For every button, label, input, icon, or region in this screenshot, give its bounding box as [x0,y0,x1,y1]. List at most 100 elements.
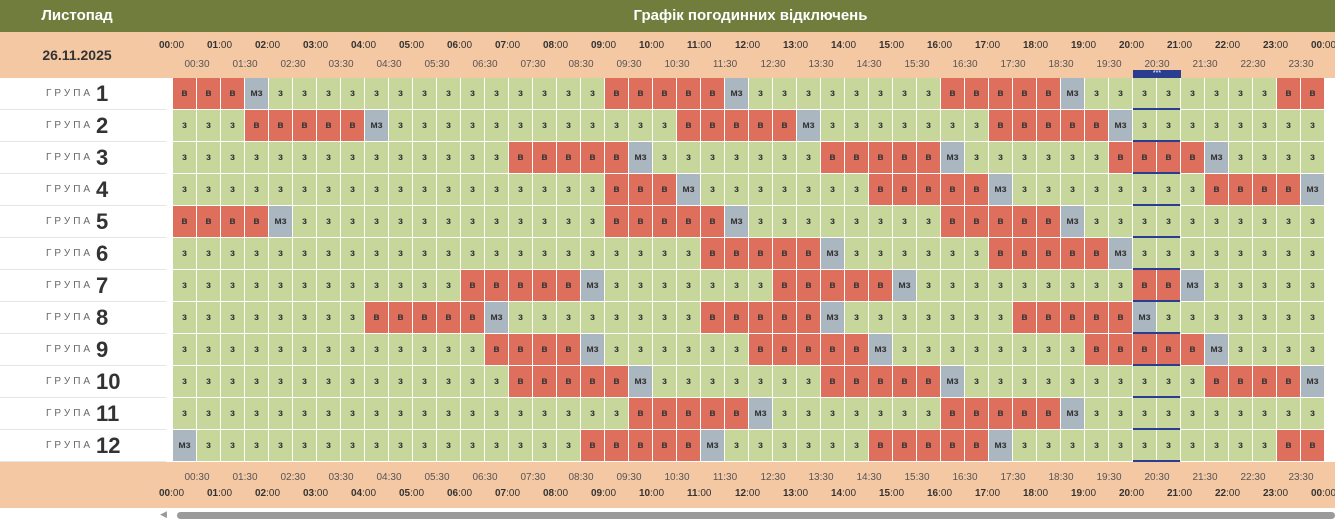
schedule-cell[interactable]: з [797,430,821,462]
schedule-cell[interactable]: в [989,110,1013,142]
schedule-cell[interactable]: мз [749,398,773,430]
schedule-cell[interactable]: з [509,206,533,238]
schedule-cell[interactable]: з [1013,430,1037,462]
schedule-cell[interactable]: з [461,398,485,430]
schedule-cell[interactable]: в [245,110,269,142]
schedule-cell[interactable]: мз [1133,302,1157,334]
schedule-cell[interactable]: в [581,366,605,398]
schedule-cell[interactable]: з [317,238,341,270]
schedule-cell[interactable]: з [269,238,293,270]
schedule-cell[interactable]: з [293,206,317,238]
schedule-cell[interactable]: в [749,238,773,270]
schedule-cell[interactable]: в [533,366,557,398]
schedule-cell[interactable]: в [725,238,749,270]
schedule-cell[interactable]: з [485,78,509,110]
schedule-cell[interactable]: з [821,78,845,110]
schedule-cell[interactable]: з [1109,430,1133,462]
schedule-cell[interactable]: з [509,430,533,462]
schedule-cell[interactable]: в [821,334,845,366]
schedule-cell[interactable]: з [557,430,581,462]
schedule-cell[interactable]: з [1205,110,1229,142]
schedule-cell[interactable]: з [437,110,461,142]
schedule-cell[interactable]: в [1277,78,1301,110]
schedule-cell[interactable]: з [653,270,677,302]
schedule-cell[interactable]: з [605,110,629,142]
schedule-cell[interactable]: з [269,78,293,110]
schedule-cell[interactable]: з [629,302,653,334]
schedule-cell[interactable]: з [173,270,197,302]
schedule-cell[interactable]: мз [725,78,749,110]
schedule-cell[interactable]: з [1181,238,1205,270]
schedule-cell[interactable]: в [1013,238,1037,270]
schedule-cell[interactable]: з [557,174,581,206]
schedule-cell[interactable]: з [1253,238,1277,270]
schedule-cell[interactable]: з [437,398,461,430]
schedule-cell[interactable]: з [245,142,269,174]
schedule-cell[interactable]: в [653,206,677,238]
schedule-cell[interactable]: з [269,430,293,462]
schedule-cell[interactable]: з [437,78,461,110]
schedule-cell[interactable]: в [917,174,941,206]
schedule-cell[interactable]: з [893,334,917,366]
schedule-cell[interactable]: з [845,110,869,142]
schedule-cell[interactable]: в [773,334,797,366]
schedule-cell[interactable]: з [173,334,197,366]
schedule-cell[interactable]: з [797,174,821,206]
schedule-cell[interactable]: з [197,366,221,398]
schedule-cell[interactable]: в [869,366,893,398]
schedule-cell[interactable]: з [173,302,197,334]
schedule-cell[interactable]: з [1229,78,1253,110]
schedule-cell[interactable]: з [461,206,485,238]
schedule-cell[interactable]: з [1253,334,1277,366]
schedule-cell[interactable]: з [485,174,509,206]
schedule-cell[interactable]: з [269,398,293,430]
schedule-cell[interactable]: в [605,366,629,398]
schedule-cell[interactable]: з [509,398,533,430]
schedule-cell[interactable]: в [629,174,653,206]
schedule-cell[interactable]: в [797,302,821,334]
schedule-cell[interactable]: в [1037,238,1061,270]
schedule-cell[interactable]: з [893,398,917,430]
schedule-cell[interactable]: з [701,270,725,302]
schedule-cell[interactable]: в [341,110,365,142]
schedule-cell[interactable]: з [173,110,197,142]
schedule-cell[interactable]: в [533,142,557,174]
schedule-cell[interactable]: мз [1061,398,1085,430]
schedule-cell[interactable]: з [1157,302,1181,334]
schedule-cell[interactable]: в [821,366,845,398]
schedule-cell[interactable]: з [557,110,581,142]
schedule-cell[interactable]: в [845,366,869,398]
schedule-cell[interactable]: з [485,206,509,238]
schedule-cell[interactable]: в [725,110,749,142]
schedule-cell[interactable]: в [869,430,893,462]
schedule-cell[interactable]: з [1301,398,1325,430]
schedule-cell[interactable]: в [677,206,701,238]
schedule-cell[interactable]: з [341,142,365,174]
schedule-cell[interactable]: з [1013,270,1037,302]
schedule-cell[interactable]: з [1157,110,1181,142]
schedule-cell[interactable]: з [965,238,989,270]
schedule-cell[interactable]: з [341,238,365,270]
schedule-cell[interactable]: з [1037,270,1061,302]
schedule-cell[interactable]: з [1061,334,1085,366]
schedule-cell[interactable]: з [677,270,701,302]
schedule-cell[interactable]: з [389,174,413,206]
schedule-cell[interactable]: з [197,142,221,174]
schedule-cell[interactable]: з [1085,430,1109,462]
schedule-cell[interactable]: в [605,206,629,238]
schedule-cell[interactable]: з [1037,366,1061,398]
schedule-cell[interactable]: з [1229,302,1253,334]
schedule-cell[interactable]: з [917,206,941,238]
schedule-cell[interactable]: мз [725,206,749,238]
schedule-cell[interactable]: в [1133,334,1157,366]
schedule-cell[interactable]: з [1157,174,1181,206]
schedule-cell[interactable]: в [173,206,197,238]
schedule-cell[interactable]: в [461,270,485,302]
schedule-cell[interactable]: в [773,110,797,142]
schedule-cell[interactable]: з [653,110,677,142]
schedule-cell[interactable]: в [1277,430,1301,462]
schedule-cell[interactable]: з [1253,206,1277,238]
schedule-cell[interactable]: з [821,206,845,238]
schedule-cell[interactable]: з [461,142,485,174]
schedule-cell[interactable]: з [389,334,413,366]
